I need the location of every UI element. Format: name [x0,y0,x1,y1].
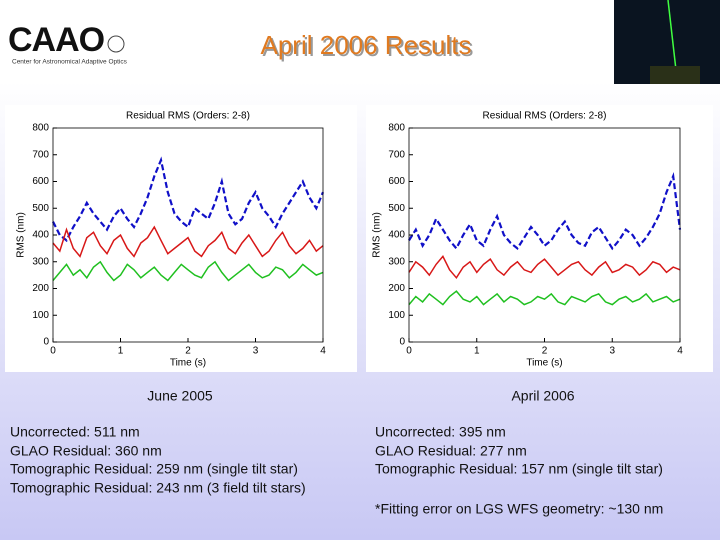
y-tick-label: 700 [388,149,405,160]
y-tick-label: 300 [32,256,49,267]
x-axis-label: Time (s) [526,358,562,369]
series-line [408,290,681,306]
x-tick-label: 0 [50,346,56,357]
y-tick-label: 500 [388,203,405,214]
result: Tomographic Residual: 243 nm (3 field ti… [10,480,306,496]
chart-panel [5,105,357,372]
y-tick-label: 600 [32,176,49,187]
result: Uncorrected: 395 nm [375,424,506,440]
x-tick-label: 1 [118,346,124,357]
title: April 2006 Results [261,30,472,60]
y-tick-label: 400 [388,230,405,241]
logo-mark [107,35,125,53]
x-tick-label: 3 [253,346,259,357]
y-tick-label: 0 [43,337,49,348]
title-shadow: April 2006 Results [263,32,474,62]
y-tick-label: 100 [388,310,405,321]
y-tick-label: 700 [32,149,49,160]
series-line [52,156,325,243]
x-tick-label: 1 [474,346,480,357]
x-tick-label: 0 [406,346,412,357]
x-axis-label: Time (s) [170,358,206,369]
y-tick-label: 400 [32,230,49,241]
series-line [52,260,324,282]
y-axis-label: RMS (nm) [372,212,383,258]
result: Tomographic Residual: 259 nm (single til… [10,461,298,477]
footnote: *Fitting error on LGS WFS geometry: ~130… [375,501,663,517]
chart: 0 100 200 300 400 500 600 700 800 0 1 2 3 4 Residual R… [372,111,684,369]
y-tick-label: 800 [32,123,49,134]
caption: April 2006 [511,388,574,404]
result: Tomographic Residual: 157 nm (single til… [375,461,663,477]
photo-laser [667,0,677,71]
result: GLAO Residual: 277 nm [375,443,527,459]
result: Uncorrected: 511 nm [10,424,140,440]
y-tick-label: 600 [388,176,405,187]
x-tick-label: 4 [320,346,326,357]
chart: 0 100 200 300 400 500 600 700 800 0 1 2 3 4 Residual R… [16,111,327,369]
x-tick-label: 4 [677,346,683,357]
series-line [52,225,324,258]
photo-dome [650,66,700,84]
y-tick-label: 200 [388,283,405,294]
logo-subtitle: Center for Astronomical Adaptive Optics [12,59,128,66]
logo: CAAO [8,21,105,59]
y-tick-label: 0 [399,337,405,348]
y-tick-label: 100 [32,310,49,321]
y-tick-label: 200 [32,283,49,294]
x-tick-label: 2 [185,346,191,357]
series-line [408,171,682,251]
caption: June 2005 [147,388,213,404]
x-tick-label: 3 [609,346,615,357]
y-tick-label: 500 [32,203,49,214]
x-tick-label: 2 [542,346,548,357]
result: GLAO Residual: 360 nm [10,443,162,459]
chart-title: Residual RMS (Orders: 2-8) [483,111,607,122]
y-tick-label: 300 [388,256,405,267]
series-line [408,255,681,280]
y-tick-label: 800 [388,123,405,134]
y-axis-label: RMS (nm) [16,212,27,258]
chart-title: Residual RMS (Orders: 2-8) [126,111,250,122]
